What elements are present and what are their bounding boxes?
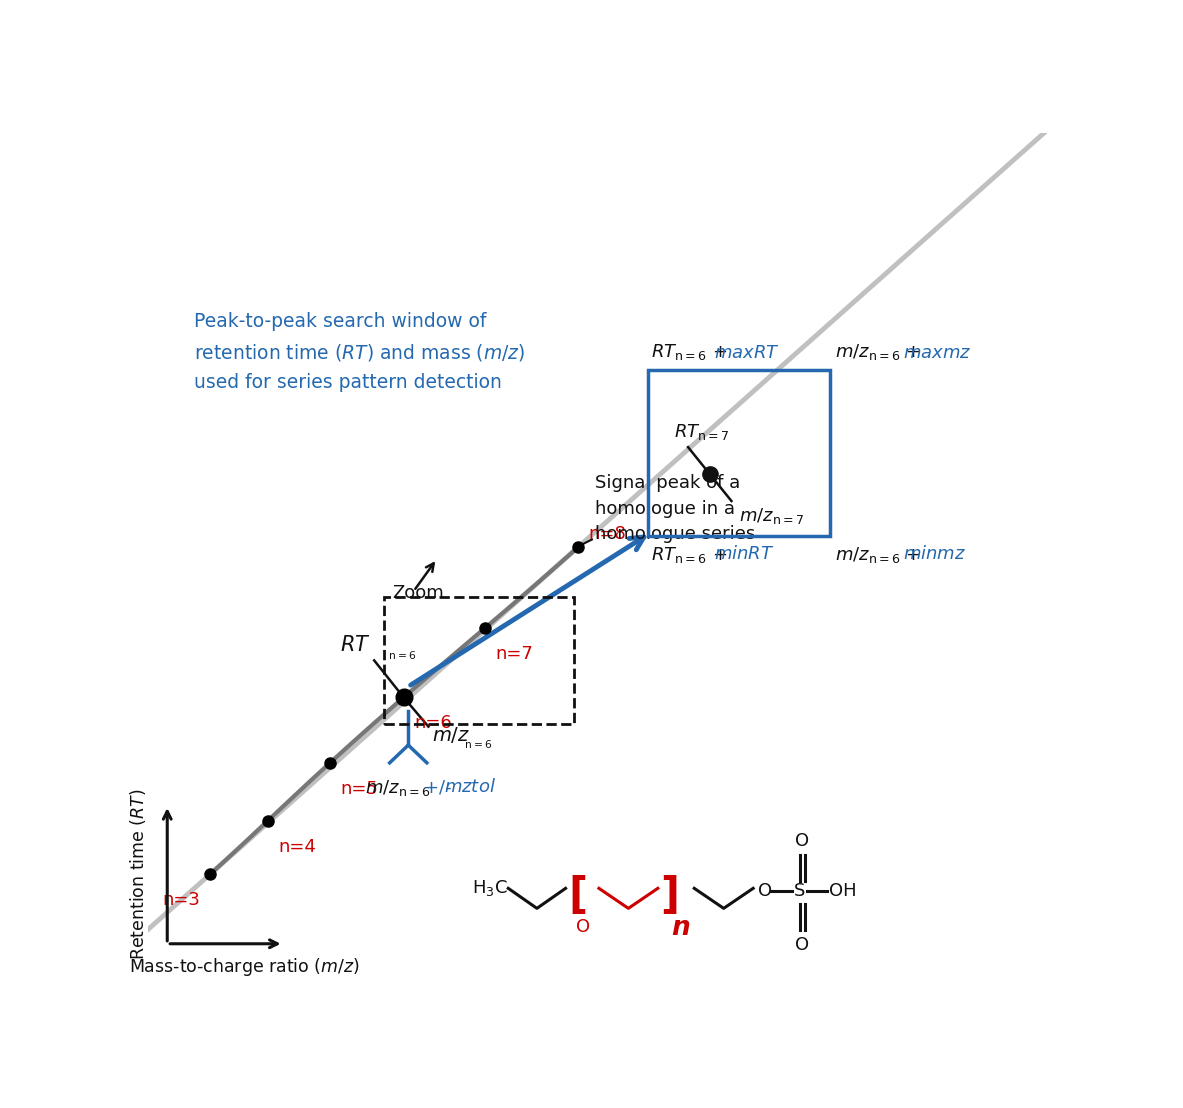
Text: [: [ [568, 875, 587, 917]
Text: n=5: n=5 [341, 780, 379, 798]
Text: $\mathit{minmz}$: $\mathit{minmz}$ [903, 545, 967, 563]
Text: Mass-to-charge ratio ($\mathit{m/z}$): Mass-to-charge ratio ($\mathit{m/z}$) [129, 956, 360, 978]
Text: $\mathit{maxmz}$: $\mathit{maxmz}$ [903, 345, 971, 362]
Text: n=7: n=7 [496, 645, 534, 663]
Text: +/-: +/- [424, 778, 457, 797]
Bar [384, 597, 574, 725]
Text: O: O [795, 936, 809, 954]
Text: $\mathit{m/z}_{\mathrm{n=7}}$: $\mathit{m/z}_{\mathrm{n=7}}$ [739, 506, 804, 526]
Text: $\mathit{minRT}$: $\mathit{minRT}$ [715, 545, 775, 563]
Text: n: n [671, 915, 690, 942]
Text: S: S [794, 882, 806, 901]
Text: O: O [795, 832, 809, 850]
Text: Peak-to-peak search window of
retention time ($\mathit{RT}$) and mass ($\mathit{: Peak-to-peak search window of retention … [194, 312, 525, 392]
Text: $_{\mathrm{n=6}}$: $_{\mathrm{n=6}}$ [388, 647, 416, 661]
Text: $\mathit{m/z}$: $\mathit{m/z}$ [432, 725, 470, 745]
Text: $\mathit{m/z}_{\mathrm{n=6}}$: $\mathit{m/z}_{\mathrm{n=6}}$ [364, 778, 431, 798]
Text: n=3: n=3 [163, 892, 201, 910]
Text: O: O [758, 882, 772, 901]
Text: $\mathit{mztol}$: $\mathit{mztol}$ [444, 778, 496, 797]
Bar [648, 370, 830, 535]
Text: $\mathit{m/z}_{\mathrm{n=6}}$ +: $\mathit{m/z}_{\mathrm{n=6}}$ + [834, 545, 923, 565]
Text: n=6: n=6 [414, 715, 452, 732]
Text: n=8: n=8 [589, 525, 627, 543]
Text: $\mathit{RT}$: $\mathit{RT}$ [341, 635, 371, 655]
Text: $_{\mathrm{n=6}}$: $_{\mathrm{n=6}}$ [464, 736, 492, 751]
Text: OH: OH [829, 882, 856, 901]
Text: Retention time ($\mathit{RT}$): Retention time ($\mathit{RT}$) [128, 789, 148, 961]
Text: $\mathit{RT}_{\mathrm{n=6}}$ +: $\mathit{RT}_{\mathrm{n=6}}$ + [651, 342, 729, 362]
Text: Signal peak of a
homologue in a
homologue series: Signal peak of a homologue in a homologu… [595, 474, 755, 543]
Text: H$_3$C: H$_3$C [472, 879, 509, 899]
Text: Zoom: Zoom [392, 584, 444, 602]
Text: $\mathit{RT}_{\mathrm{n=6}}$ +: $\mathit{RT}_{\mathrm{n=6}}$ + [651, 545, 729, 565]
Text: ]: ] [660, 875, 679, 917]
Text: $\mathit{RT}_{\mathrm{n=7}}$: $\mathit{RT}_{\mathrm{n=7}}$ [674, 422, 730, 442]
Text: n=4: n=4 [279, 838, 317, 855]
Text: O: O [576, 917, 590, 936]
Text: $\mathit{maxRT}$: $\mathit{maxRT}$ [715, 345, 781, 362]
Text: $\mathit{m/z}_{\mathrm{n=6}}$ +: $\mathit{m/z}_{\mathrm{n=6}}$ + [834, 342, 923, 362]
